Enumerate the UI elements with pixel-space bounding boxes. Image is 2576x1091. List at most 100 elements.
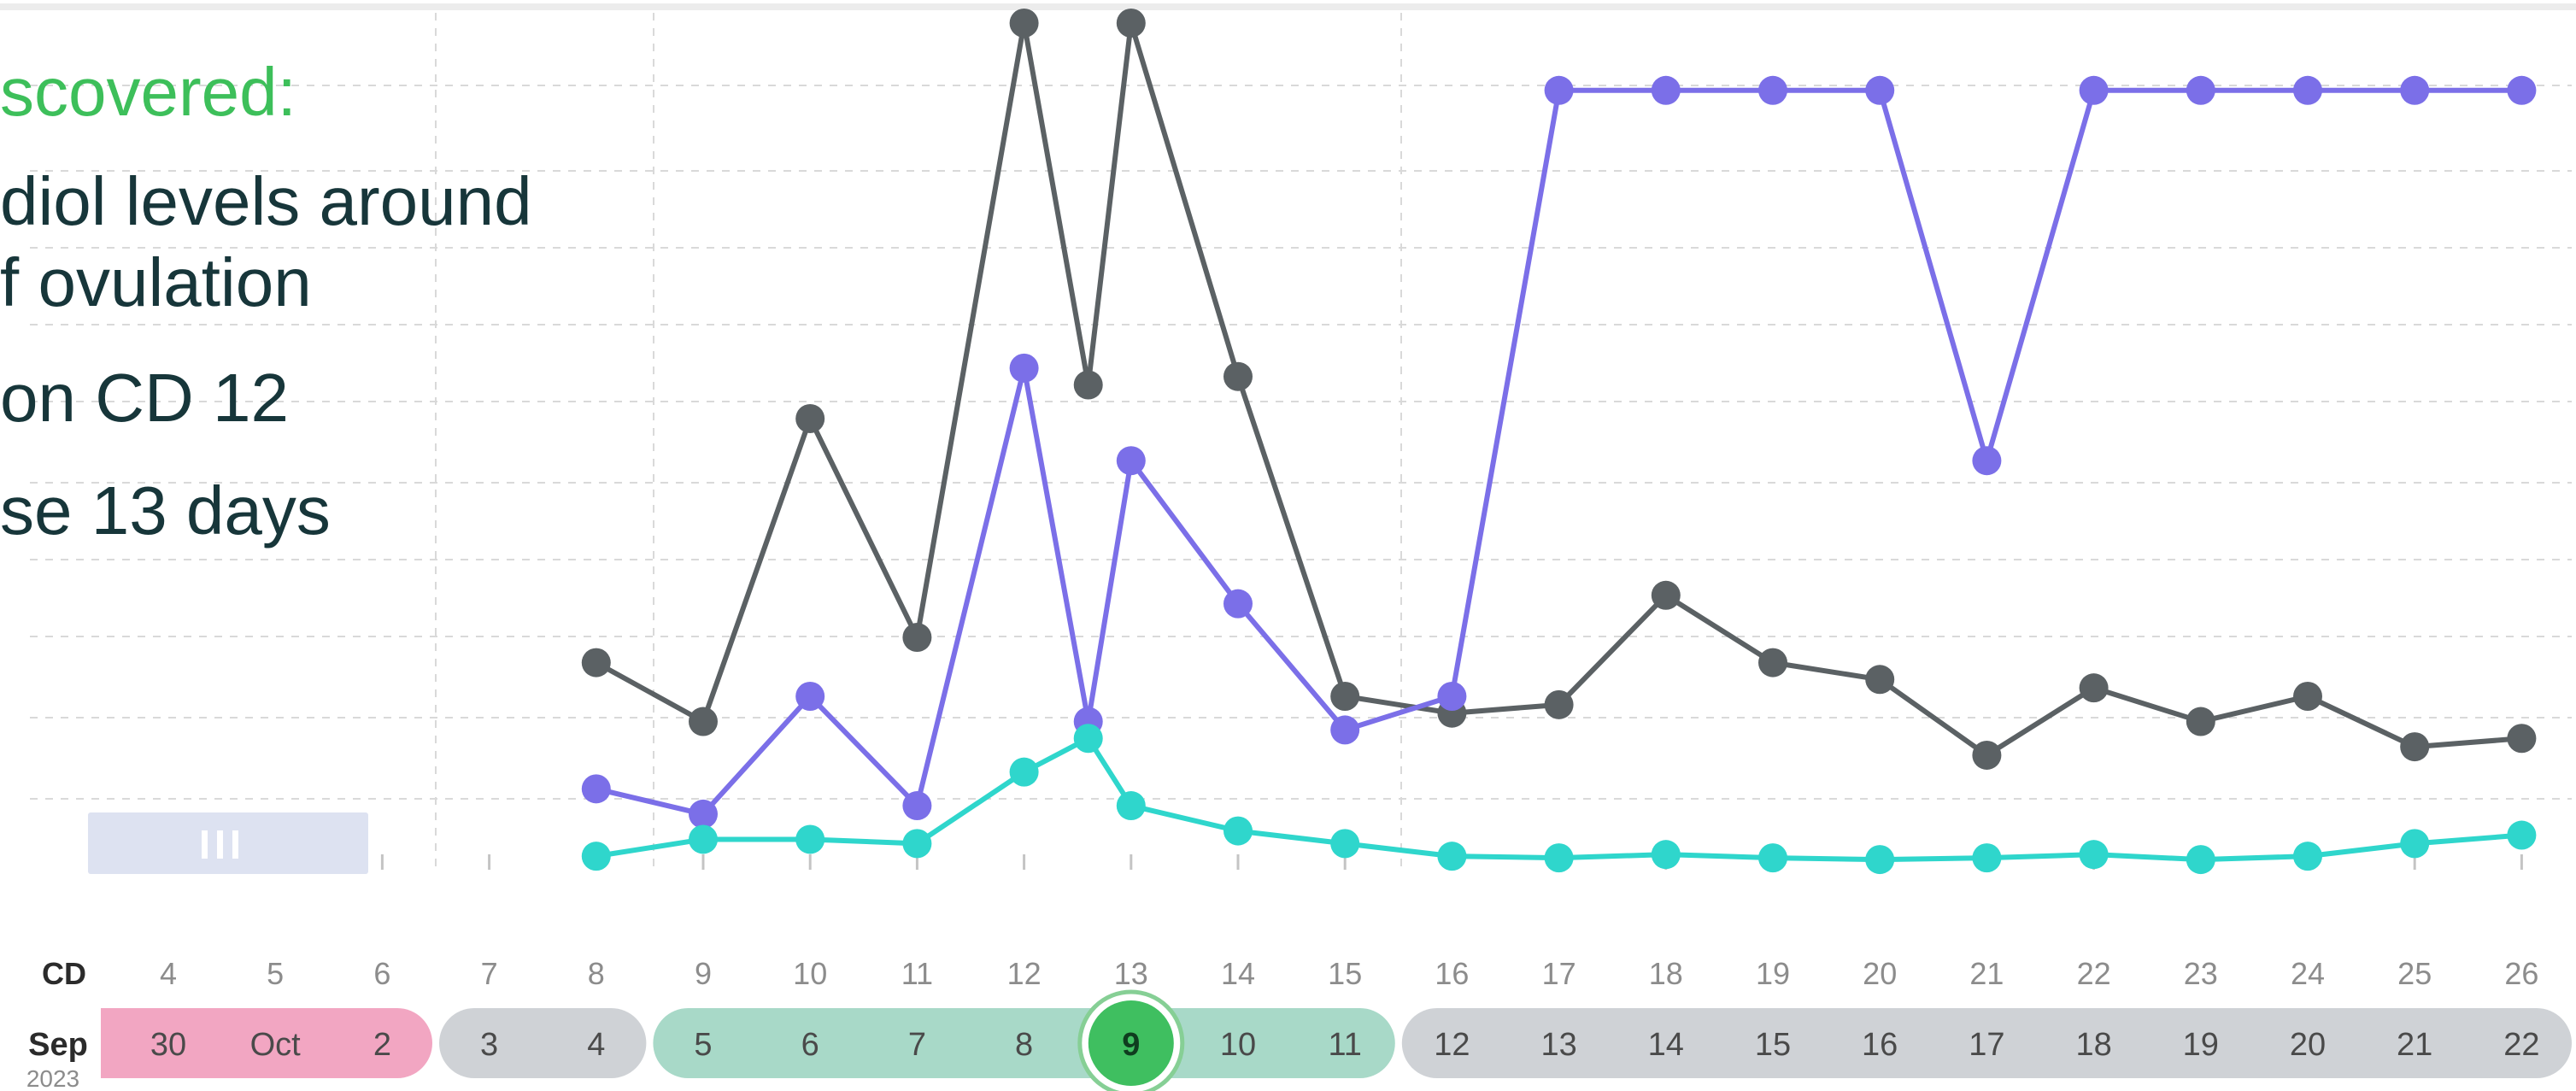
series-2-point-14 bbox=[1865, 75, 1895, 105]
date-14[interactable]: 13 bbox=[1540, 1027, 1576, 1063]
date-1[interactable]: 30 bbox=[150, 1027, 186, 1063]
date-9[interactable]: 8 bbox=[1015, 1027, 1033, 1063]
cycle-day-24: 24 bbox=[2291, 956, 2325, 991]
cycle-day-15: 15 bbox=[1328, 956, 1362, 991]
series-3-point-16 bbox=[2079, 840, 2109, 870]
series-1-point-6 bbox=[1073, 370, 1103, 400]
series-1-point-3 bbox=[795, 403, 825, 433]
series-2-point-9 bbox=[1330, 715, 1360, 745]
date-10[interactable]: 9 bbox=[1122, 1027, 1140, 1063]
ovulation-marker[interactable] bbox=[1088, 1000, 1174, 1086]
scrollbar-grip-3[interactable] bbox=[232, 830, 238, 859]
date-group-period-1 bbox=[101, 1008, 432, 1078]
cycle-day-9: 9 bbox=[695, 956, 712, 991]
date-group-neutral-4 bbox=[1401, 1008, 2572, 1078]
series-3-line bbox=[596, 736, 2522, 863]
series-3-point-15 bbox=[1972, 843, 2002, 873]
date-8[interactable]: 7 bbox=[908, 1027, 926, 1063]
cycle-day-10: 10 bbox=[793, 956, 827, 991]
series-1-point-20 bbox=[2507, 724, 2537, 754]
cycle-day-25: 25 bbox=[2397, 956, 2432, 991]
cycle-day-21: 21 bbox=[1969, 956, 2004, 991]
date-19[interactable]: 18 bbox=[2075, 1027, 2111, 1063]
cycle-day-13: 13 bbox=[1114, 956, 1148, 991]
series-3-point-19 bbox=[2400, 829, 2430, 859]
series-3-point-18 bbox=[2293, 842, 2322, 871]
date-12[interactable]: 11 bbox=[1328, 1027, 1361, 1063]
date-18[interactable]: 17 bbox=[1969, 1027, 2004, 1063]
chart-grid bbox=[0, 3, 2576, 871]
series-3-point-9 bbox=[1330, 829, 1360, 859]
overlay-line-1: diol levels around bbox=[0, 163, 532, 239]
series-2-point-8 bbox=[1223, 589, 1253, 619]
date-group-fertile-3 bbox=[653, 1008, 1395, 1078]
cycle-day-7: 7 bbox=[481, 956, 498, 991]
date-17[interactable]: 16 bbox=[1862, 1027, 1898, 1063]
date-7[interactable]: 6 bbox=[801, 1027, 819, 1063]
cycle-day-14: 14 bbox=[1221, 956, 1255, 991]
series-2-point-18 bbox=[2293, 75, 2322, 105]
date-3[interactable]: 2 bbox=[373, 1027, 391, 1063]
date-5[interactable]: 4 bbox=[587, 1027, 605, 1063]
scrollbar-grip-2[interactable] bbox=[217, 830, 223, 859]
series-1-point-2 bbox=[689, 707, 718, 736]
series-2-point-11 bbox=[1544, 75, 1574, 105]
date-22[interactable]: 21 bbox=[2397, 1027, 2432, 1063]
series-1-point-11 bbox=[1544, 689, 1574, 719]
cycle-day-label: CD bbox=[42, 956, 86, 991]
series-2-point-1 bbox=[581, 774, 611, 804]
overlay-line-4: se 13 days bbox=[0, 472, 331, 548]
date-group-period-left-edge bbox=[101, 1008, 152, 1078]
date-6[interactable]: 5 bbox=[694, 1027, 712, 1063]
series-2-point-12 bbox=[1651, 75, 1681, 105]
date-group-neutral-2 bbox=[439, 1008, 647, 1078]
series-1-point-14 bbox=[1865, 665, 1895, 695]
date-16[interactable]: 15 bbox=[1755, 1027, 1791, 1063]
series-2-point-7 bbox=[1116, 446, 1146, 476]
cycle-day-16: 16 bbox=[1435, 956, 1469, 991]
series-2-point-2 bbox=[689, 799, 718, 829]
series-1-point-16 bbox=[2079, 673, 2109, 703]
series-1-point-13 bbox=[1758, 648, 1787, 677]
series-1-point-18 bbox=[2293, 682, 2322, 711]
series-2-point-4 bbox=[902, 791, 932, 821]
series-1-point-12 bbox=[1651, 580, 1681, 610]
series-1-point-7 bbox=[1116, 9, 1146, 38]
date-21[interactable]: 20 bbox=[2290, 1027, 2326, 1063]
overlay-line-2: f ovulation bbox=[0, 244, 312, 320]
series-3-point-8 bbox=[1223, 816, 1253, 846]
series-2-point-15 bbox=[1972, 446, 2002, 476]
series-3-point-13 bbox=[1758, 843, 1787, 873]
series-2-point-20 bbox=[2507, 75, 2537, 105]
date-4[interactable]: 3 bbox=[480, 1027, 498, 1063]
chart-scrollbar[interactable] bbox=[88, 812, 368, 874]
cycle-day-19: 19 bbox=[1756, 956, 1790, 991]
date-11[interactable]: 10 bbox=[1220, 1027, 1256, 1063]
cycle-day-6: 6 bbox=[373, 956, 390, 991]
cycle-day-26: 26 bbox=[2504, 956, 2538, 991]
series-layer bbox=[581, 9, 2537, 875]
date-23[interactable]: 22 bbox=[2503, 1027, 2539, 1063]
date-15[interactable]: 14 bbox=[1648, 1027, 1684, 1063]
series-3-point-12 bbox=[1651, 840, 1681, 870]
cycle-day-23: 23 bbox=[2184, 956, 2218, 991]
series-3-point-3 bbox=[795, 824, 825, 854]
series-2-point-3 bbox=[795, 682, 825, 711]
series-3-point-20 bbox=[2507, 820, 2537, 850]
cycle-day-12: 12 bbox=[1007, 956, 1042, 991]
scrollbar-grip-1[interactable] bbox=[202, 830, 208, 859]
overlay-line-3: on CD 12 bbox=[0, 360, 289, 436]
series-3-point-4 bbox=[902, 829, 932, 859]
series-1-point-8 bbox=[1223, 361, 1253, 391]
cycle-day-11: 11 bbox=[901, 956, 933, 991]
cycle-day-4: 4 bbox=[160, 956, 177, 991]
series-2-point-17 bbox=[2186, 75, 2215, 105]
date-2[interactable]: Oct bbox=[250, 1027, 302, 1063]
cycle-day-20: 20 bbox=[1863, 956, 1897, 991]
series-1-line bbox=[595, 21, 2522, 758]
series-3-point-5 bbox=[1009, 757, 1039, 787]
date-20[interactable]: 19 bbox=[2183, 1027, 2219, 1063]
scrollbar-track[interactable] bbox=[88, 812, 368, 874]
cycle-day-5: 5 bbox=[267, 956, 284, 991]
date-13[interactable]: 12 bbox=[1434, 1027, 1470, 1063]
